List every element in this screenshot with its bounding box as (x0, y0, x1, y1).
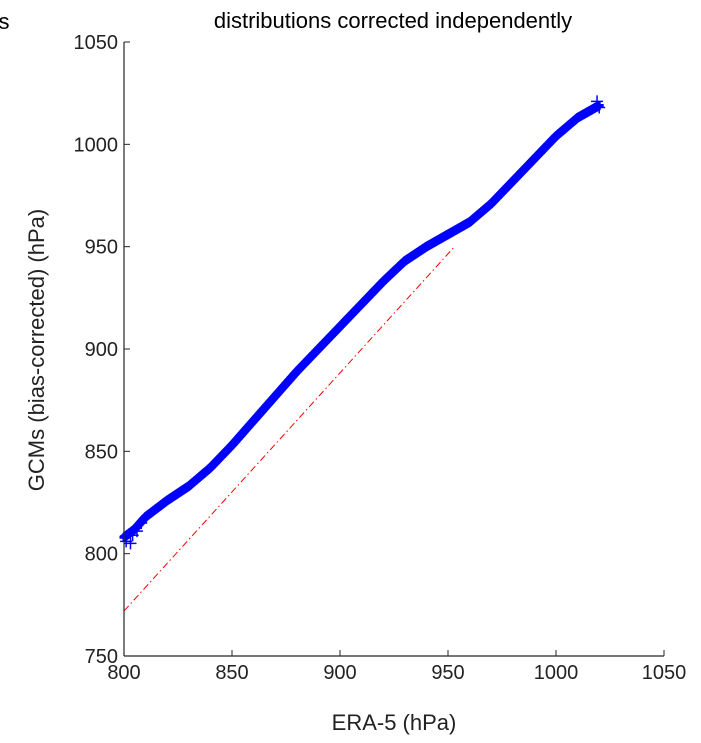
data-point (130, 525, 143, 538)
axes (123, 42, 664, 657)
x-tick-label: 900 (323, 662, 356, 684)
x-tick-label: 1050 (642, 662, 687, 684)
data-point (135, 516, 148, 529)
reference-line (123, 246, 455, 612)
chart-title: distributions corrected independently (214, 8, 572, 33)
x-tick-label: 800 (107, 662, 140, 684)
x-tick-label: 950 (431, 662, 464, 684)
plot-area (119, 95, 606, 612)
y-axis-ticks: 750 800 850 900 950 1000 1050 (74, 32, 130, 668)
y-tick-label: 950 (85, 237, 118, 259)
y-tick-label: 1000 (74, 134, 119, 156)
data-point (591, 95, 604, 108)
x-tick-label: 850 (215, 662, 248, 684)
y-tick-label: 750 (85, 646, 118, 668)
data-series-markers (119, 95, 606, 550)
chart-title-fragment: s (0, 9, 10, 34)
y-tick-label: 800 (85, 544, 118, 566)
y-axis-label: GCMs (bias-corrected) (hPa) (24, 209, 49, 491)
y-tick-label: 850 (85, 441, 118, 463)
data-point (124, 537, 137, 550)
y-tick-label: 1050 (74, 32, 119, 54)
y-tick-label: 900 (85, 339, 118, 361)
x-axis-ticks: 800 850 900 950 1000 1050 (107, 650, 686, 684)
x-tick-label: 1000 (534, 662, 579, 684)
data-point (593, 101, 606, 114)
x-axis-label: ERA-5 (hPa) (332, 710, 457, 735)
